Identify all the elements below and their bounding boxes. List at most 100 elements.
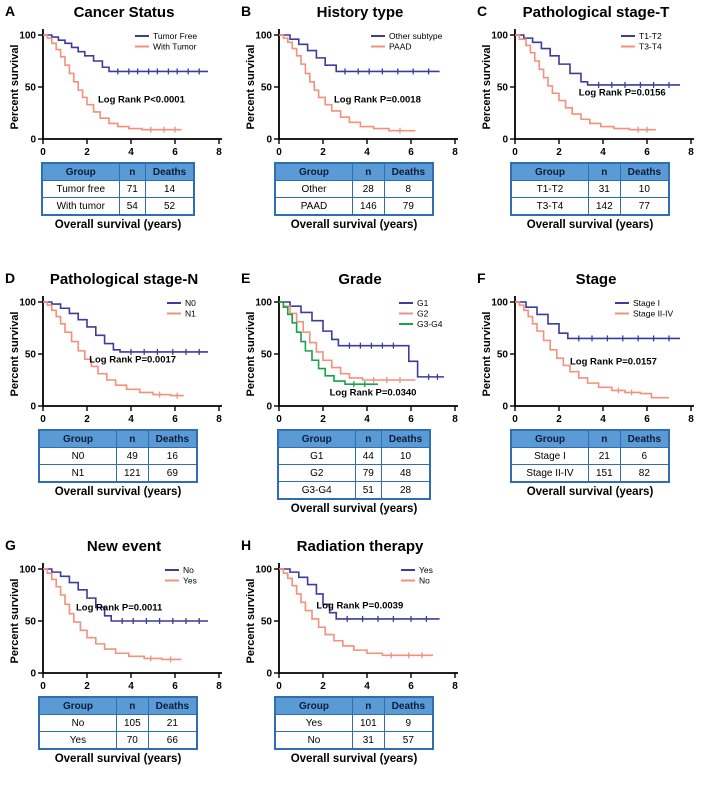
x-tick-label: 0 [40, 147, 46, 158]
table-header-cell: Group [510, 162, 589, 181]
panel-title: Radiation therapy [296, 538, 424, 555]
y-axis-label: Percent survival [245, 312, 257, 397]
table-cell: 146 [351, 197, 385, 216]
x-tick-label: 6 [644, 414, 650, 425]
table-cell: 70 [115, 731, 149, 750]
table-cell: 52 [144, 197, 195, 216]
survival-curve-stage-i [515, 301, 680, 340]
table-cell: 8 [383, 180, 434, 198]
y-tick-label: 50 [25, 350, 37, 361]
survival-curve-n1 [43, 301, 184, 397]
legend-label: Yes [183, 576, 197, 586]
table-row: No 31 57 [274, 731, 434, 750]
summary-table: Group n Deaths No 105 21 Yes 70 66 [37, 696, 199, 750]
table-row: N0 49 16 [38, 447, 198, 465]
y-tick-label: 50 [497, 350, 509, 361]
x-tick-label: 6 [172, 414, 178, 425]
table-cell: 10 [619, 180, 670, 198]
table-cell: 51 [354, 481, 382, 500]
survival-curve-yes [43, 568, 182, 661]
survival-curve-n0 [43, 301, 208, 353]
table-header-cell: n [351, 162, 385, 181]
y-tick-label: 100 [19, 565, 36, 576]
table-row: T1-T2 31 10 [510, 180, 670, 198]
survival-curve-paad [279, 34, 416, 132]
legend-label: With Tumor [153, 42, 197, 52]
survival-curve-yes [279, 568, 440, 620]
survival-curve-no [279, 568, 433, 657]
x-tick-label: 4 [364, 414, 370, 425]
y-tick-label: 0 [502, 402, 508, 413]
panel-letter: C [477, 3, 488, 19]
x-tick-label: 2 [84, 414, 90, 425]
table-header-cell: Group [274, 162, 353, 181]
survival-curve-g1 [279, 301, 444, 378]
survival-curve-tumor-free [43, 34, 208, 73]
survival-curve-no [43, 568, 208, 622]
panel-letter: F [477, 270, 486, 286]
table-cell: Yes [274, 714, 353, 732]
table-cell: G2 [277, 464, 356, 482]
table-cell: 10 [380, 447, 431, 465]
table-header-row: Group n Deaths [38, 429, 198, 448]
y-tick-label: 50 [25, 83, 37, 94]
y-tick-label: 0 [502, 135, 508, 146]
km-plot: 0 50 100 0 2 4 6 8 Percent survival Tumor FreeWit… [9, 29, 222, 158]
table-header-row: Group n Deaths [38, 696, 198, 715]
panel-letter: E [241, 270, 251, 286]
panel-title: Stage [575, 271, 617, 288]
summary-table: Group n Deaths Other 28 8 PAAD 146 79 [273, 162, 435, 216]
table-header-row: Group n Deaths [277, 429, 431, 448]
x-tick-label: 8 [688, 147, 694, 158]
table-header-cell: Group [41, 162, 120, 181]
legend-label: G3-G4 [417, 319, 443, 329]
panel-letter: A [5, 3, 16, 19]
table-cell: 54 [118, 197, 146, 216]
y-tick-label: 50 [261, 617, 273, 628]
summary-table: Group n Deaths T1-T2 31 10 T3-T4 142 77 [509, 162, 671, 216]
y-tick-label: 50 [261, 350, 273, 361]
summary-table: Group n Deaths Yes 101 9 No 31 57 [273, 696, 435, 750]
x-tick-label: 8 [216, 681, 222, 692]
table-cell: Stage I [510, 447, 589, 465]
x-tick-label: 6 [408, 147, 414, 158]
log-rank-p-label: Log Rank P<0.0001 [98, 95, 186, 106]
table-row: PAAD 146 79 [274, 197, 434, 216]
x-tick-label: 2 [320, 147, 326, 158]
panel-letter: D [5, 270, 16, 286]
x-tick-label: 4 [364, 681, 370, 692]
table-cell: 71 [118, 180, 146, 198]
table-cell: 28 [380, 481, 431, 500]
table-header-cell: Deaths [383, 696, 434, 715]
table-cell: 121 [115, 464, 149, 483]
legend-label: N1 [185, 309, 196, 319]
y-tick-label: 0 [266, 669, 272, 680]
y-axis-label: Percent survival [481, 45, 493, 130]
x-tick-label: 8 [452, 147, 458, 158]
survival-curve-with-tumor [43, 34, 182, 131]
table-cell: 79 [383, 197, 434, 216]
x-tick-label: 0 [276, 681, 282, 692]
x-tick-label: 4 [600, 147, 606, 158]
table-cell: Other [274, 180, 353, 198]
y-tick-label: 100 [491, 31, 508, 42]
survival-curve-other-subtype [279, 34, 440, 73]
table-row: T3-T4 142 77 [510, 197, 670, 216]
table-header-row: Group n Deaths [274, 162, 434, 181]
x-tick-label: 4 [600, 414, 606, 425]
table-header-row: Group n Deaths [510, 162, 670, 181]
x-tick-label: 2 [320, 681, 326, 692]
y-tick-label: 100 [255, 298, 272, 309]
log-rank-p-label: Log Rank P=0.0157 [570, 356, 657, 367]
summary-table: Group n Deaths Stage I 21 6 Stage II-IV 151 82 [509, 429, 671, 483]
table-cell: 14 [144, 180, 195, 198]
panel-title: New event [86, 538, 162, 555]
y-tick-label: 50 [497, 83, 509, 94]
log-rank-p-label: Log Rank P=0.0018 [334, 95, 421, 106]
table-cell: With tumor [41, 197, 120, 216]
table-row: Stage II-IV 151 82 [510, 464, 670, 483]
axes [278, 563, 458, 674]
x-tick-label: 4 [128, 414, 134, 425]
x-tick-label: 6 [408, 681, 414, 692]
